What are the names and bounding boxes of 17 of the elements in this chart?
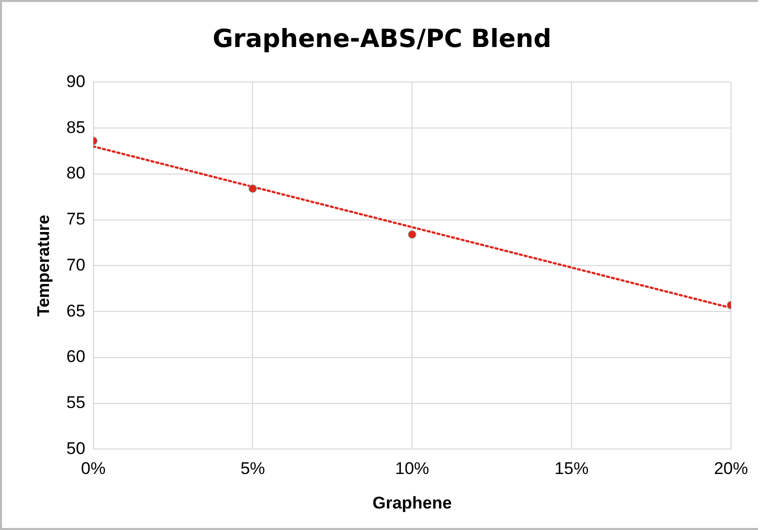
y-tick-label: 80 bbox=[66, 164, 86, 183]
x-tick-label: 0% bbox=[81, 459, 106, 478]
y-tick-label: 90 bbox=[66, 72, 86, 91]
y-tick-label: 50 bbox=[66, 438, 86, 458]
x-tick-label: 20% bbox=[714, 459, 748, 478]
y-tick-label: 55 bbox=[66, 393, 86, 412]
y-tick-label: 75 bbox=[66, 210, 86, 229]
y-tick-label: 65 bbox=[66, 301, 86, 320]
chart-title: Graphene-ABS/PC Blend bbox=[212, 24, 552, 53]
y-tick-label: 85 bbox=[66, 118, 86, 137]
y-tick-label: 60 bbox=[66, 347, 86, 366]
x-tick-label: 10% bbox=[395, 459, 430, 478]
y-axis-title: Temperature bbox=[34, 214, 53, 317]
x-tick-label: 15% bbox=[554, 459, 589, 478]
y-tick-label: 70 bbox=[66, 255, 86, 274]
x-axis-title: Graphene bbox=[372, 493, 452, 512]
x-tick-label: 5% bbox=[240, 459, 266, 478]
